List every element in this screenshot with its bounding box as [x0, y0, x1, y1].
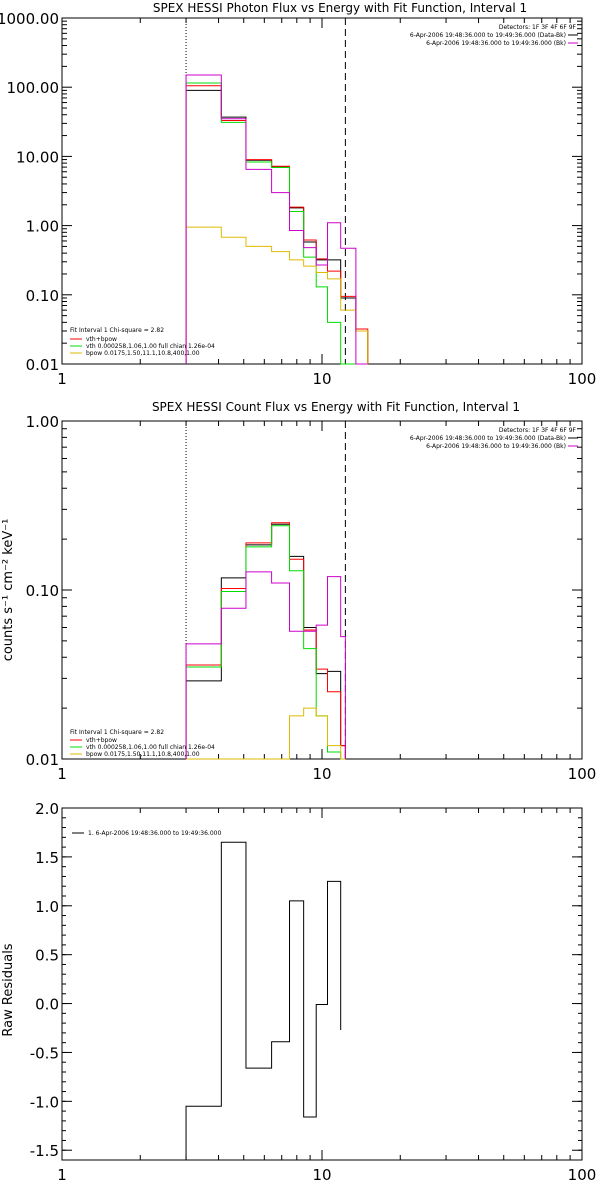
- x-tick-label: 100: [568, 1166, 597, 1184]
- series-bk-line: [185, 571, 346, 759]
- legend-vth: vth 0.000258,1.06,1.00 full chian 1.26e-…: [86, 744, 215, 751]
- legend-top-right: Detectors: 1F 3F 4F 6F 9F 6-Apr-2006 19:…: [410, 24, 578, 47]
- legend-bottom-left: Fit Interval 1 Chi-square = 2.82 vth+bpo…: [70, 729, 215, 758]
- x-tick-label: 10: [312, 370, 331, 388]
- y-tick-label: 2.0: [35, 800, 59, 818]
- plot-frame: [61, 17, 583, 365]
- legend-interval: 1. 6-Apr-2006 19:48:36.000 to 19:49:36.0…: [88, 830, 221, 837]
- x-tick-label: 1: [57, 370, 67, 388]
- x-tick-label: 1: [57, 1166, 67, 1184]
- legend-bpow: bpow 0.0175,1.50,11.1,10.8,400,1.00: [86, 350, 200, 357]
- y-axis-label: Raw Residuals: [1, 943, 16, 1036]
- count-flux-panel: SPEX HESSI Count Flux vs Energy with Fit…: [1, 400, 596, 783]
- legend-bottom-left: Fit Interval 1 Chi-square = 2.82 vth+bpo…: [70, 327, 215, 357]
- y-tick-label: 10.00: [16, 148, 59, 166]
- x-tick-label: 1: [57, 765, 67, 783]
- y-tick-label: 100.00: [7, 79, 60, 97]
- legend-bpow: bpow 0.0175,1.50,11.1,10.8,400,1.00: [86, 751, 200, 758]
- series-vth-line: [185, 525, 346, 760]
- series-data-bk-line: [185, 523, 346, 759]
- x-tick-label: 10: [312, 765, 331, 783]
- photon-flux-panel: SPEX HESSI Photon Flux vs Energy with Fi…: [0, 1, 596, 388]
- y-tick-label: 0.01: [26, 356, 59, 374]
- y-tick-label: 1.0: [35, 898, 59, 916]
- legend-model-sum: vth+bpow: [86, 737, 117, 744]
- legend-fit-interval: Fit Interval 1 Chi-square = 2.82: [70, 327, 164, 334]
- y-tick-label: -0.5: [30, 1044, 59, 1062]
- legend-data-bk: 6-Apr-2006 19:48:36.000 to 19:49:36.000 …: [410, 32, 566, 39]
- y-tick-label: 0.01: [26, 751, 59, 769]
- y-tick-label: 0.0: [35, 996, 59, 1014]
- y-tick-label: 0.5: [35, 947, 59, 965]
- residuals-panel: Raw Residuals 1. 6-Apr-2006 19:48:36.000…: [1, 800, 596, 1184]
- plot-frame: [61, 807, 583, 1161]
- legend-detectors: Detectors: 1F 3F 4F 6F 9F: [499, 24, 577, 31]
- y-tick-label: 1.00: [26, 218, 59, 236]
- legend-data-bk: 6-Apr-2006 19:48:36.000 to 19:49:36.000 …: [410, 435, 566, 442]
- chart-title: SPEX HESSI Count Flux vs Energy with Fit…: [152, 400, 520, 414]
- legend-top-right: Detectors: 1F 3F 4F 6F 9F 6-Apr-2006 19:…: [410, 427, 578, 450]
- y-tick-label: 1.00: [26, 413, 59, 431]
- legend-model-sum: vth+bpow: [86, 336, 117, 343]
- y-tick-label: -1.5: [30, 1142, 59, 1160]
- legend-detectors: Detectors: 1F 3F 4F 6F 9F: [499, 427, 577, 434]
- legend-bk: 6-Apr-2006 19:48:36.000 to 19:49:36.000 …: [426, 443, 566, 450]
- plot-frame: [61, 420, 583, 760]
- series-bk-line: [185, 74, 368, 365]
- x-tick-label: 10: [312, 1166, 331, 1184]
- y-axis-label: counts s⁻¹ cm⁻² keV⁻¹: [1, 519, 16, 662]
- x-tick-label: 100: [568, 765, 597, 783]
- series-1-6-apr-2006-19-48-36-000-to-19-49-36-000-line: [185, 841, 342, 1160]
- x-tick-label: 100: [568, 370, 597, 388]
- series-bpow-line: [186, 707, 346, 760]
- y-tick-label: 1000.00: [0, 10, 59, 28]
- legend-fit-interval: Fit Interval 1 Chi-square = 2.82: [70, 729, 164, 736]
- series-vth-line: [185, 82, 368, 365]
- series-vth-bpow-line: [185, 522, 346, 759]
- series-bpow-line: [185, 226, 369, 364]
- chart-title: SPEX HESSI Photon Flux vs Energy with Fi…: [153, 1, 527, 15]
- legend-bk: 6-Apr-2006 19:48:36.000 to 19:49:36.000 …: [426, 40, 566, 47]
- y-tick-label: 1.5: [35, 849, 59, 867]
- y-tick-label: 0.10: [26, 287, 59, 305]
- legend-vth: vth 0.000258,1.06,1.00 full chian 1.26e-…: [86, 343, 215, 350]
- y-tick-label: 0.10: [26, 582, 59, 600]
- y-tick-label: -1.0: [30, 1093, 59, 1111]
- legend-top-left: 1. 6-Apr-2006 19:48:36.000 to 19:49:36.0…: [72, 830, 221, 837]
